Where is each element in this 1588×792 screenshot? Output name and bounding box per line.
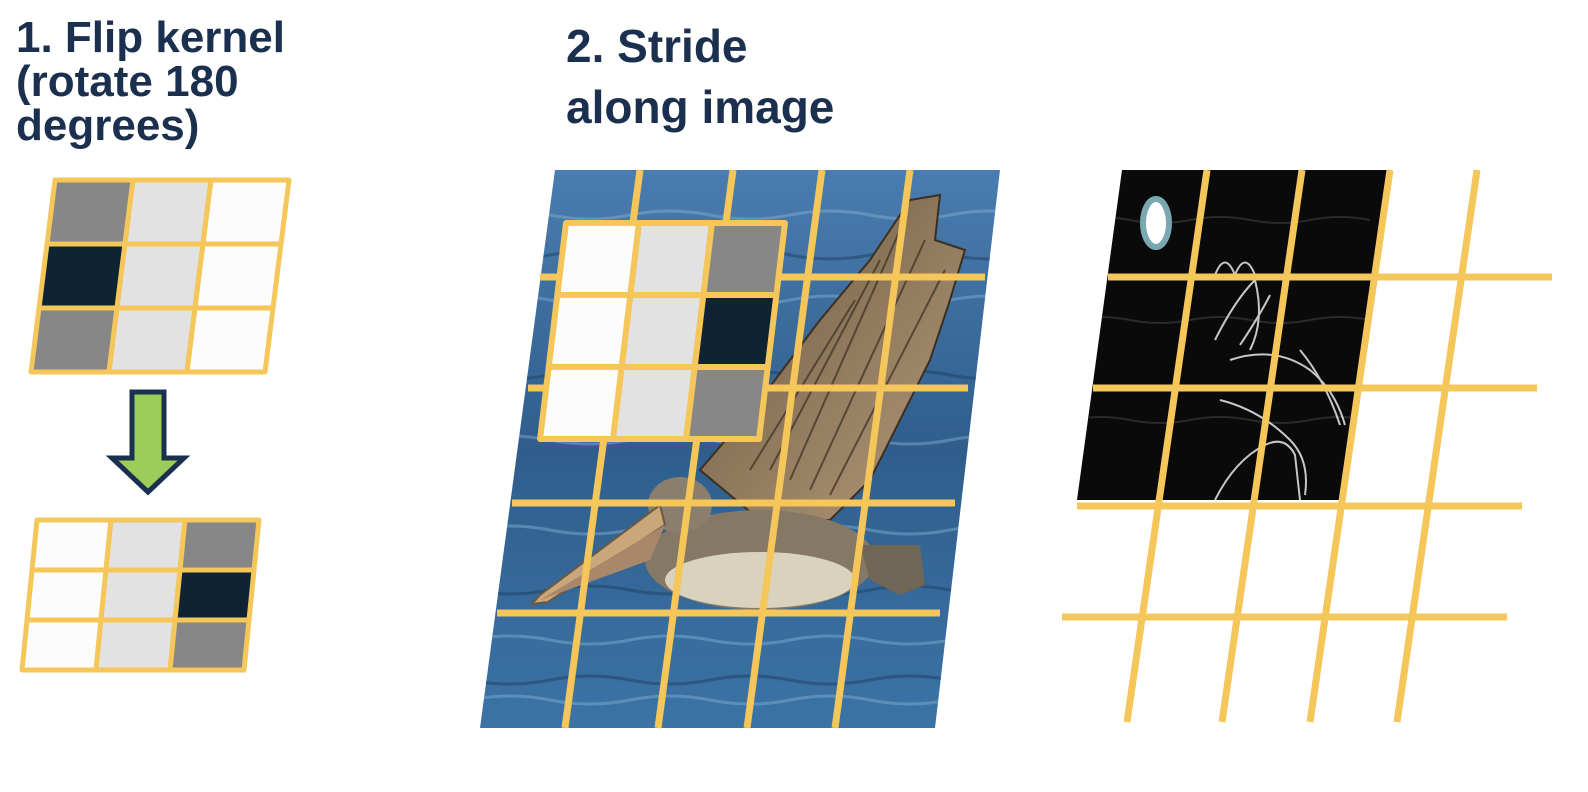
step2-title: 2. Stride along image [566,16,834,137]
kernel-cell [618,292,707,370]
kernel-cell [537,364,625,442]
kernel-cell [28,305,120,375]
kernel-cell [106,305,198,375]
kernel-cell [103,517,188,573]
kernel-cell [19,617,104,673]
step1-title-line: 1. Flip kernel [16,13,285,62]
kernel-cell [627,220,715,298]
kernel-cell [36,241,128,311]
down-arrow-icon [105,389,191,496]
grid-line [1393,169,1481,723]
kernel-cell [98,567,183,623]
grid-line [1306,169,1394,723]
kernel-cell [24,567,109,623]
step2-title-line: 2. Stride [566,20,748,72]
kernel-cell [184,305,276,375]
kernel-cell [177,517,262,573]
step1-title-line: degrees) [16,101,200,150]
kernel-cell [114,241,206,311]
kernel-cell [554,220,642,298]
kernel-cell [545,292,634,370]
kernel-cell [200,177,292,247]
step2-title-line: along image [566,80,835,133]
kernel-cell [29,517,114,573]
kernel-overlay [537,220,788,442]
kernel-cell [167,617,252,673]
ellipse-marker-icon [1140,196,1172,250]
grid-line [1218,169,1306,723]
step1-title: 1. Flip kernel (rotate 180 degrees) [16,16,285,148]
feature-map-grid [1062,169,1552,723]
kernel-cell [172,567,257,623]
step1-title-line: (rotate 180 [16,57,239,106]
grid-line [1123,169,1211,723]
kernel-original [28,177,292,375]
kernel-cell [122,177,214,247]
kernel-cell [700,220,788,298]
kernel-cell [691,292,780,370]
kernel-cell [192,241,284,311]
kernel-cell [683,364,771,442]
grid-line [831,169,914,729]
kernel-cell [610,364,698,442]
grid-line [743,169,826,729]
kernel-cell [44,177,136,247]
kernel-flipped [19,517,262,673]
kernel-cell [93,617,178,673]
